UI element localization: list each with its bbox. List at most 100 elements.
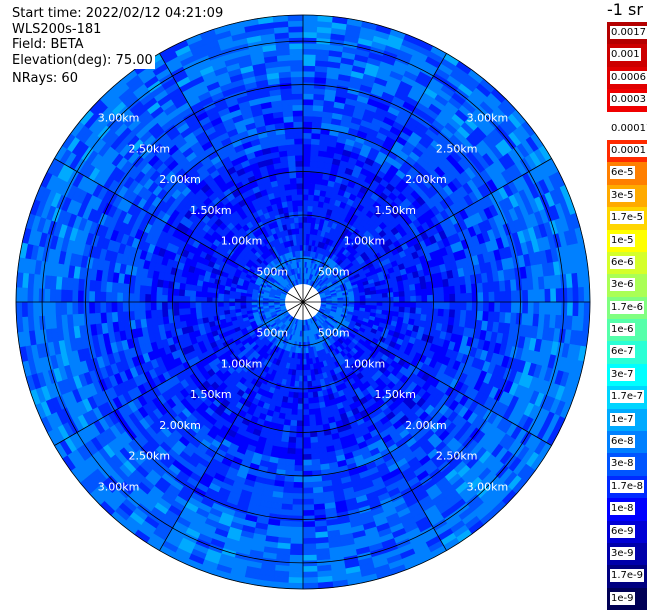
- beta-cell: [302, 216, 308, 223]
- beta-cell: [144, 285, 152, 295]
- beta-cell: [544, 288, 552, 303]
- beta-cell: [415, 289, 423, 297]
- beta-cell: [302, 493, 314, 500]
- beta-cell: [465, 283, 473, 294]
- beta-cell: [298, 216, 304, 223]
- beta-cell: [287, 442, 296, 450]
- beta-cell: [155, 309, 163, 318]
- beta-cell: [122, 310, 130, 322]
- beta-cell: [286, 453, 296, 461]
- beta-cell: [291, 87, 304, 95]
- beta-cell: [298, 227, 304, 234]
- beta-cell: [289, 543, 304, 551]
- beta-cell: [302, 76, 316, 83]
- beta-cell: [294, 453, 304, 461]
- beta-cell: [200, 291, 208, 298]
- beta-cell: [94, 301, 101, 314]
- beta-cell: [477, 301, 484, 312]
- beta-cell: [138, 301, 146, 311]
- beta-cell: [302, 509, 315, 517]
- beta-cell: [302, 532, 316, 539]
- beta-cell: [438, 294, 445, 303]
- beta-cell: [302, 549, 317, 556]
- beta-cell: [409, 289, 417, 297]
- beta-cell: [297, 386, 304, 394]
- beta-cell: [312, 396, 320, 404]
- beta-cell: [286, 149, 296, 157]
- beta-cell: [66, 301, 73, 315]
- beta-cell: [293, 210, 299, 218]
- beta-cell: [283, 475, 295, 483]
- beta-cell: [293, 476, 304, 483]
- beta-cell: [410, 295, 417, 303]
- beta-cell: [308, 403, 315, 410]
- beta-cell: [283, 481, 294, 489]
- beta-cell: [302, 543, 317, 551]
- beta-cell: [421, 295, 428, 303]
- beta-cell: [296, 182, 304, 190]
- beta-cell: [550, 301, 557, 316]
- beta-cell: [178, 307, 186, 316]
- beta-cell: [371, 297, 378, 303]
- beta-cell: [312, 115, 323, 123]
- beta-cell: [133, 301, 140, 312]
- beta-cell: [305, 364, 311, 371]
- beta-cell: [302, 465, 313, 472]
- beta-cell: [494, 291, 501, 303]
- beta-cell: [161, 286, 169, 296]
- beta-cell: [398, 306, 406, 313]
- beta-cell: [234, 304, 241, 310]
- beta-cell: [308, 408, 316, 416]
- beta-cell: [522, 301, 529, 315]
- beta-cell: [308, 194, 315, 201]
- beta-cell: [172, 288, 180, 296]
- beta-cell: [393, 301, 400, 308]
- beta-cell: [289, 425, 297, 433]
- beta-cell: [302, 98, 314, 106]
- beta-cell: [116, 301, 124, 313]
- beta-cell: [454, 285, 462, 295]
- beta-cell: [466, 292, 473, 303]
- beta-cell: [510, 301, 518, 314]
- beta-cell: [288, 211, 295, 219]
- beta-cell: [404, 296, 411, 303]
- beta-cell: [302, 143, 312, 151]
- beta-cell: [302, 177, 310, 184]
- beta-cell: [189, 295, 196, 303]
- beta-cell: [172, 294, 179, 303]
- beta-cell: [409, 307, 417, 315]
- beta-cell: [294, 448, 304, 455]
- beta-cell: [200, 301, 207, 308]
- beta-cell: [302, 481, 314, 489]
- beta-cell: [285, 458, 296, 466]
- beta-cell: [376, 301, 383, 307]
- beta-cell: [302, 347, 307, 354]
- beta-cell: [299, 238, 304, 246]
- beta-cell: [302, 364, 307, 371]
- beta-cell: [348, 298, 355, 303]
- beta-cell: [195, 312, 203, 320]
- beta-cell: [206, 311, 214, 318]
- beta-cell: [200, 306, 208, 313]
- beta-cell: [211, 306, 219, 312]
- beta-cell: [399, 296, 406, 303]
- beta-cell: [488, 291, 496, 303]
- beta-cell: [297, 194, 304, 201]
- beta-cell: [298, 375, 304, 382]
- beta-cell: [454, 309, 462, 319]
- beta-cell: [302, 521, 316, 528]
- beta-cell: [415, 295, 423, 303]
- beta-cell: [308, 177, 317, 185]
- beta-cell: [465, 310, 473, 321]
- beta-cell: [538, 289, 546, 303]
- beta-cell: [292, 493, 304, 500]
- beta-cell: [94, 290, 101, 303]
- beta-cell: [527, 301, 535, 315]
- beta-cell: [302, 487, 314, 495]
- beta-cell: [292, 104, 304, 111]
- beta-cell: [178, 288, 186, 297]
- beta-cell: [291, 504, 304, 511]
- beta-cell: [476, 282, 484, 294]
- beta-cell: [421, 301, 428, 309]
- beta-cell: [308, 414, 316, 422]
